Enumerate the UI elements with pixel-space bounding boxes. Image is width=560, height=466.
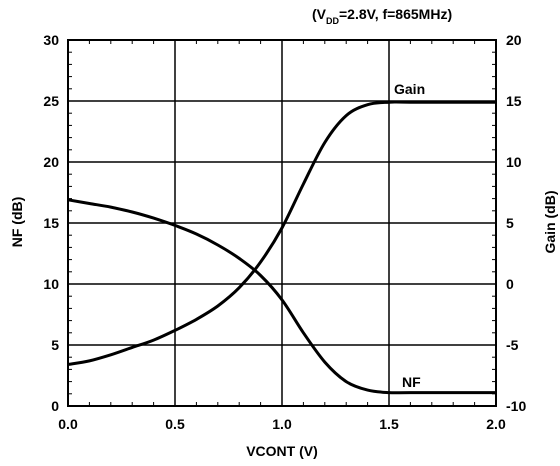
annotation-subscript: DD [326,16,339,26]
tick-labels: 0.0 0.5 1.0 1.5 2.0 0 5 10 15 20 25 30 -10 -5 0 5 10 15 20 [43,32,526,432]
y-axis-left-title: NF (dB) [9,197,25,248]
series-label-nf: NF [402,374,421,390]
y-left-tick-label: 0 [51,398,59,414]
series [67,100,496,395]
y-left-tick-label: 10 [43,276,59,292]
y-right-tick-label: 10 [506,154,522,170]
y-axis-right-title: Gain (dB) [542,191,558,254]
series-label-gain: Gain [394,81,425,97]
y-left-tick-label: 30 [43,32,59,48]
y-right-tick-label: 20 [506,32,522,48]
y-right-tick-label: -5 [506,337,519,353]
x-tick-label: 2.0 [486,416,506,432]
y-left-tick-label: 25 [43,93,59,109]
y-right-tick-label: -10 [506,398,526,414]
y-left-tick-label: 15 [43,215,59,231]
y-right-tick-label: 15 [506,93,522,109]
series-line-gain [67,100,496,366]
x-axis-title: VCONT (V) [246,443,318,459]
x-tick-label: 1.0 [272,416,292,432]
y-left-tick-label: 20 [43,154,59,170]
series-line-nf [67,198,496,395]
y-right-tick-label: 0 [506,276,514,292]
annotation-suffix: =2.8V, f=865MHz) [339,6,452,22]
chart-annotation: (VDD=2.8V, f=865MHz) [312,6,452,26]
x-tick-label: 0.0 [58,416,78,432]
grid [68,40,496,406]
annotation-prefix: (V [312,6,327,22]
y-left-tick-label: 5 [51,337,59,353]
x-tick-label: 1.5 [379,416,399,432]
ticks [68,40,496,406]
y-right-tick-label: 5 [506,215,514,231]
x-tick-label: 0.5 [165,416,185,432]
